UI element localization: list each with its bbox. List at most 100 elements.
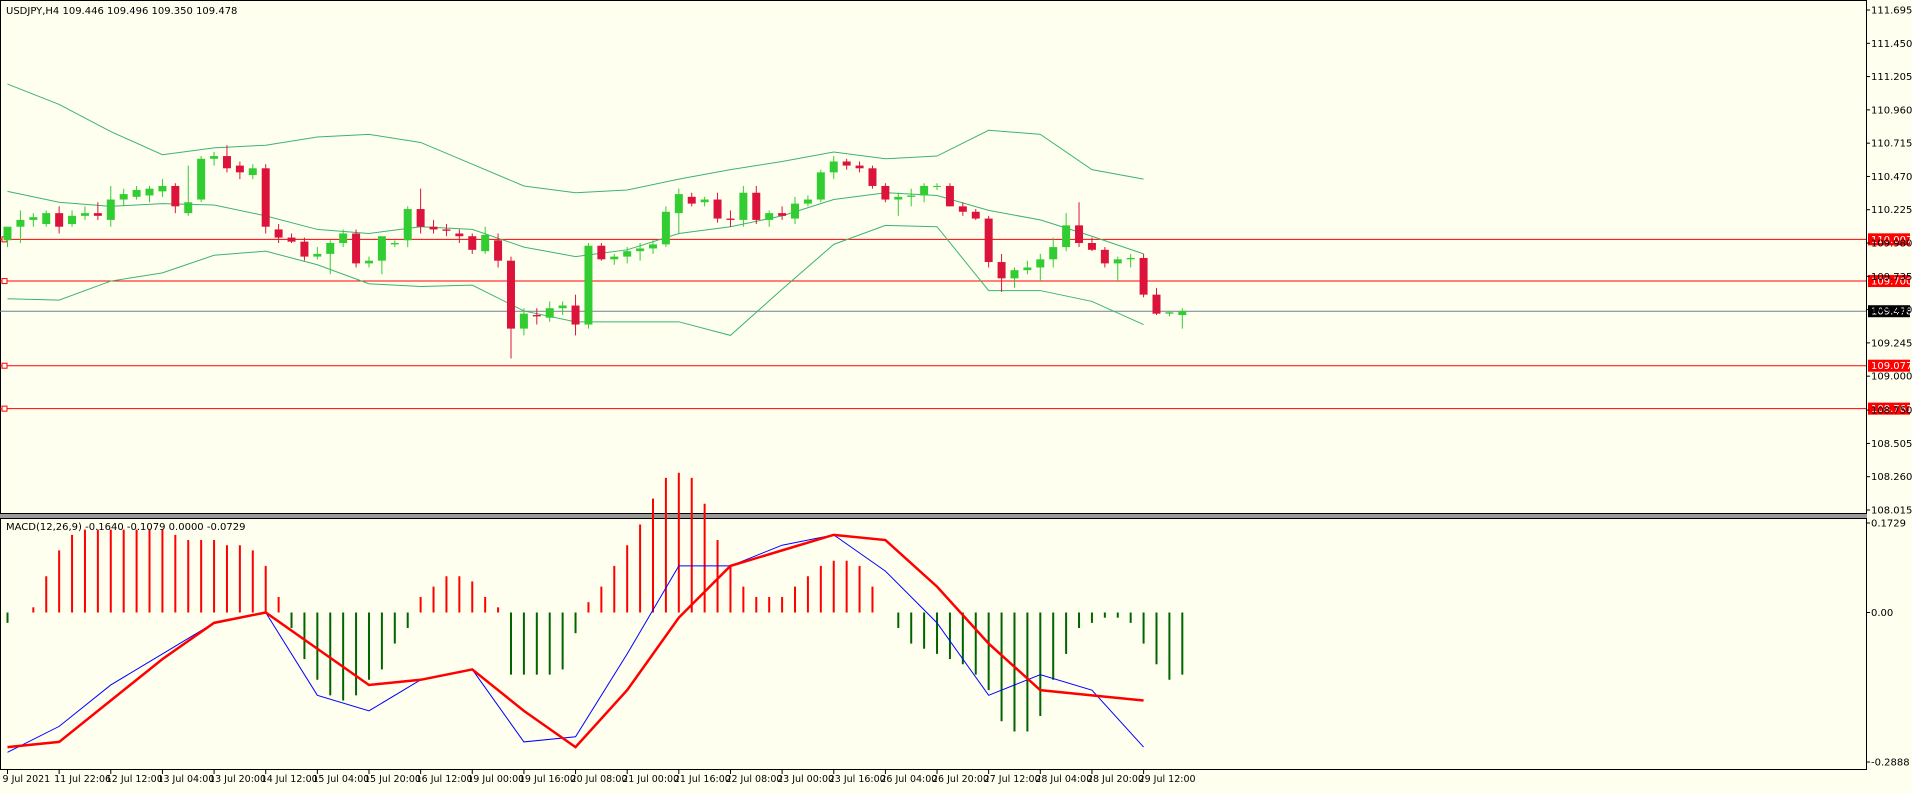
candle-body[interactable] — [661, 211, 670, 245]
candle-body[interactable] — [726, 218, 735, 220]
candle-body[interactable] — [93, 213, 102, 216]
candle-body[interactable] — [881, 185, 890, 200]
candle-body[interactable] — [390, 243, 399, 245]
candle-body[interactable] — [713, 199, 722, 219]
candle-body[interactable] — [778, 213, 787, 216]
candle-body[interactable] — [1049, 247, 1058, 260]
candle-body[interactable] — [55, 213, 64, 227]
candle-body[interactable] — [649, 244, 657, 249]
candle-body[interactable] — [287, 237, 296, 242]
candle-body[interactable] — [377, 236, 386, 261]
candle-body[interactable] — [1036, 259, 1045, 268]
candle-body[interactable] — [584, 245, 593, 325]
candle-body[interactable] — [1075, 225, 1084, 244]
candle-body[interactable] — [920, 185, 929, 196]
candle-body[interactable] — [519, 313, 528, 329]
candle-body[interactable] — [1126, 257, 1135, 260]
candle-body[interactable] — [687, 196, 696, 204]
candle-body[interactable] — [352, 233, 361, 264]
candle-body[interactable] — [184, 202, 193, 214]
candle-body[interactable] — [945, 185, 954, 207]
candle-body[interactable] — [933, 185, 942, 187]
candle-body[interactable] — [326, 243, 335, 254]
time-tick-label: 12 Jul 12:00 — [106, 774, 163, 785]
candle-body[interactable] — [1010, 270, 1019, 279]
candle-body[interactable] — [765, 213, 774, 220]
candle-body[interactable] — [364, 260, 373, 264]
candle-body[interactable] — [1023, 267, 1032, 271]
candle-body[interactable] — [868, 168, 877, 186]
candle-body[interactable] — [791, 203, 800, 219]
main-panel-frame — [0, 0, 1867, 514]
candle-body[interactable] — [29, 217, 38, 220]
candle-body[interactable] — [829, 161, 838, 173]
candle-body[interactable] — [158, 185, 167, 192]
candle-body[interactable] — [532, 315, 541, 317]
candle-body[interactable] — [3, 226, 12, 241]
candle-body[interactable] — [210, 156, 219, 159]
candle-body[interactable] — [636, 248, 645, 252]
candle-body[interactable] — [1113, 259, 1122, 264]
candle-body[interactable] — [894, 196, 903, 200]
candle-body[interactable] — [429, 226, 438, 230]
candle-body[interactable] — [855, 165, 864, 169]
candle-body[interactable] — [571, 305, 580, 325]
candle-body[interactable] — [16, 219, 25, 227]
candle-body[interactable] — [145, 188, 154, 196]
candle-body[interactable] — [235, 165, 244, 173]
panel-separator[interactable] — [0, 514, 1867, 518]
candle-body[interactable] — [842, 161, 851, 166]
candle-body[interactable] — [1152, 294, 1161, 314]
candle-body[interactable] — [971, 211, 980, 219]
candle-body[interactable] — [1139, 257, 1148, 295]
candle-body[interactable] — [222, 156, 231, 169]
candle-body[interactable] — [623, 251, 632, 257]
candle-body[interactable] — [1165, 312, 1174, 314]
candle-body[interactable] — [1087, 243, 1096, 250]
candle-body[interactable] — [1100, 249, 1109, 264]
candle-body[interactable] — [42, 213, 51, 224]
candle-body[interactable] — [803, 199, 812, 204]
candle-body[interactable] — [481, 234, 490, 252]
candle-body[interactable] — [506, 260, 515, 329]
candle-body[interactable] — [674, 194, 683, 214]
candle-body[interactable] — [545, 308, 554, 318]
candle-body[interactable] — [597, 245, 606, 260]
candle-body[interactable] — [416, 209, 425, 227]
candle-body[interactable] — [274, 229, 283, 238]
candle-body[interactable] — [300, 241, 309, 257]
level-handle-3[interactable] — [1, 362, 8, 369]
level-handle-1[interactable] — [1, 278, 8, 285]
candle-body[interactable] — [907, 195, 916, 197]
candle-body[interactable] — [261, 168, 270, 227]
candle-body[interactable] — [610, 256, 619, 260]
candle-body[interactable] — [119, 194, 128, 200]
candle-body[interactable] — [248, 168, 257, 176]
candle-body[interactable] — [558, 305, 567, 309]
candle-body[interactable] — [984, 218, 993, 263]
level-handle-4[interactable] — [1, 405, 8, 412]
candle-body[interactable] — [132, 190, 141, 197]
candle-body[interactable] — [313, 253, 322, 257]
candle-body[interactable] — [197, 158, 206, 200]
candle-body[interactable] — [816, 172, 825, 200]
candle-body[interactable] — [171, 185, 180, 207]
candle-body[interactable] — [1178, 310, 1187, 316]
candle-body[interactable] — [494, 240, 503, 261]
candle-body[interactable] — [468, 236, 477, 250]
candle-body[interactable] — [106, 199, 115, 220]
candle-body[interactable] — [700, 199, 709, 203]
candle-body[interactable] — [339, 233, 348, 244]
candle-body[interactable] — [80, 213, 89, 216]
candle-body[interactable] — [442, 229, 451, 231]
candle-body[interactable] — [1062, 225, 1071, 248]
candle-body[interactable] — [68, 215, 77, 224]
candle-body[interactable] — [752, 192, 761, 220]
candle-body[interactable] — [403, 209, 412, 241]
candle-body[interactable] — [997, 262, 1006, 279]
candle-body[interactable] — [958, 206, 967, 212]
candle-body[interactable] — [739, 192, 748, 220]
candle-body[interactable] — [455, 233, 464, 237]
